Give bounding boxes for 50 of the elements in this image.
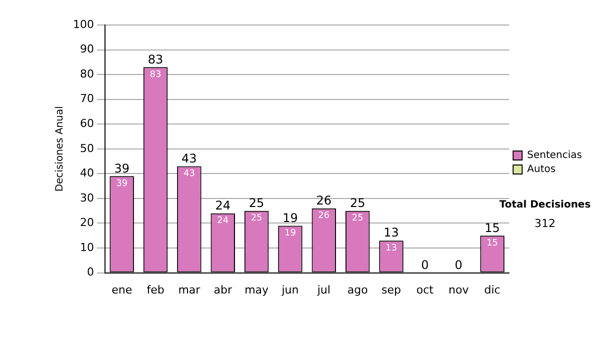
data-label: 26 [318,211,330,222]
x-tick-label: mar [178,283,201,296]
total-label: 25 [248,196,264,210]
x-tick-label: may [244,283,270,296]
x-tick-label: ene [112,283,132,296]
y-axis-title: Decisiones Anual [54,106,66,192]
y-tick-label: 60 [80,116,94,130]
data-label: 83 [150,70,162,80]
y-tick-label: 20 [80,216,94,230]
legend-label: Sentencias [527,150,582,162]
y-tick-label: 50 [80,142,94,155]
legend-label: Autos [527,164,556,176]
text: 312 [534,216,556,230]
total-label: 25 [350,196,366,210]
y-tick-label: 0 [86,266,94,279]
data-label: 19 [284,228,296,239]
y-tick-label: 40 [80,166,94,180]
x-tick-label: feb [146,283,164,296]
x-tick-label: oct [416,283,434,296]
total-label: 0 [454,258,462,272]
x-tick-label: ago [347,283,368,296]
annotation: Total Decisiones [499,200,591,211]
data-label: 25 [250,214,262,224]
data-label: 13 [386,243,397,254]
total-label: 39 [114,161,130,176]
total-label: 43 [182,151,197,166]
total-label: 24 [215,198,231,212]
total-label: 0 [421,258,429,272]
total-label: 15 [484,220,500,235]
total-label: 83 [148,52,164,66]
data-label: 43 [183,169,195,180]
x-tick-label: sep [382,283,402,296]
total-label: 26 [316,193,332,208]
y-tick-label: 70 [80,92,94,106]
x-tick-label: jun [280,283,299,296]
x-tick-label: nov [448,283,470,296]
data-label: 39 [116,179,128,189]
x-tick-label: dic [484,283,500,296]
x-tick-label: jul [316,283,330,296]
y-tick-label: 100 [72,18,94,31]
y-tick-label: 90 [80,42,94,56]
y-tick-label: 30 [80,191,94,204]
x-tick-label: abr [214,283,232,296]
data-label: 15 [486,238,498,248]
data-label: 24 [217,216,229,226]
total-label: 19 [282,210,298,225]
y-tick-label: 80 [80,67,94,80]
total-label: 13 [384,226,399,240]
y-tick-label: 10 [80,240,94,254]
data-label: 25 [352,214,364,224]
